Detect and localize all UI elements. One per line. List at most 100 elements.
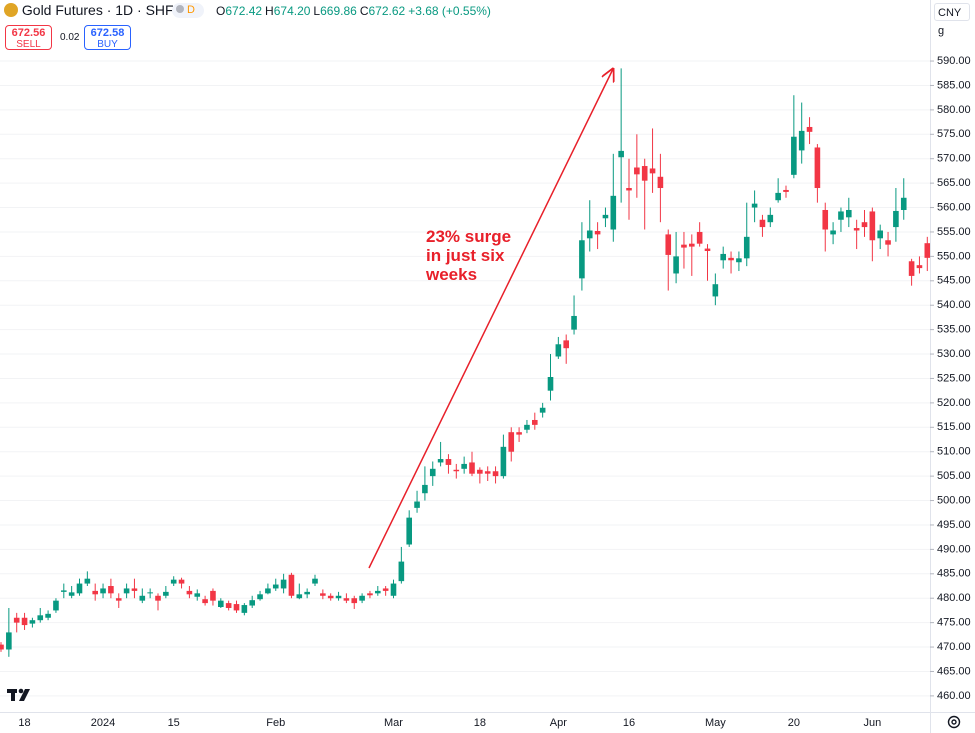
ohlc-value: 672.62 bbox=[368, 4, 406, 18]
candle-body bbox=[13, 617, 20, 623]
sell-label: SELL bbox=[16, 39, 41, 50]
candle-body bbox=[382, 588, 389, 591]
candle-body bbox=[343, 598, 350, 601]
candle-body bbox=[626, 188, 632, 191]
candle-body bbox=[367, 593, 373, 596]
candle-body bbox=[846, 209, 852, 218]
candle-body bbox=[437, 459, 444, 463]
candle-body bbox=[610, 195, 617, 230]
candle-body bbox=[390, 583, 397, 596]
candle-body bbox=[728, 257, 734, 261]
candle-body bbox=[586, 230, 593, 239]
y-tick-label: 525.00 bbox=[937, 372, 971, 384]
candle-body bbox=[830, 230, 836, 235]
candle-body bbox=[696, 231, 703, 244]
y-tick-label: 575.00 bbox=[937, 128, 971, 140]
candle-body bbox=[814, 147, 821, 189]
buy-button[interactable]: 672.58 BUY bbox=[84, 25, 131, 50]
ohlc-label: L bbox=[313, 4, 321, 18]
candle-body bbox=[335, 595, 342, 599]
candle-body bbox=[406, 517, 412, 545]
candle-body bbox=[759, 219, 766, 228]
y-tick-label: 505.00 bbox=[937, 470, 971, 482]
candle-body bbox=[673, 256, 679, 274]
ohlc-value: 672.42 bbox=[225, 4, 263, 18]
symbol-logo bbox=[4, 3, 18, 17]
candle-body bbox=[422, 484, 428, 494]
unit-selector[interactable]: g bbox=[938, 25, 945, 37]
ohlc-row: O672.42 H674.20 L669.86 C672.62 +3.68 (+0.55… bbox=[216, 4, 491, 18]
candle-body bbox=[241, 605, 248, 613]
candle-body bbox=[29, 620, 36, 624]
candle-body bbox=[783, 189, 789, 192]
candle-body bbox=[908, 261, 915, 276]
y-tick-label: 490.00 bbox=[937, 543, 971, 555]
y-tick-label: 550.00 bbox=[937, 250, 971, 262]
candle-body bbox=[634, 167, 640, 175]
candle-body bbox=[500, 446, 507, 477]
badge-text: D bbox=[187, 4, 195, 16]
settings-icon[interactable] bbox=[947, 715, 961, 729]
candle-body bbox=[594, 230, 601, 235]
candle-body bbox=[453, 469, 460, 472]
y-tick-label: 460.00 bbox=[937, 690, 971, 702]
y-tick-label: 555.00 bbox=[937, 226, 971, 238]
candle-body bbox=[791, 136, 797, 175]
candle-body bbox=[893, 210, 899, 228]
x-tick-label: Feb bbox=[266, 717, 285, 729]
x-tick-label: 15 bbox=[168, 717, 180, 729]
candle-body bbox=[131, 588, 138, 591]
symbol-name[interactable]: Gold Futures · 1D · SHFE bbox=[21, 2, 183, 18]
candle-body bbox=[445, 459, 452, 465]
candle-body bbox=[798, 130, 805, 151]
sell-button[interactable]: 672.56 SELL bbox=[5, 25, 52, 50]
candle-body bbox=[547, 376, 554, 391]
y-tick-label: 560.00 bbox=[937, 201, 971, 213]
y-tick-label: 565.00 bbox=[937, 177, 971, 189]
interval-badge[interactable]: D bbox=[172, 3, 204, 18]
y-tick-label: 495.00 bbox=[937, 519, 971, 531]
candle-body bbox=[21, 617, 28, 626]
candle-body bbox=[822, 209, 829, 230]
candle-body bbox=[45, 613, 51, 618]
tradingview-logo bbox=[7, 688, 30, 701]
x-tick-label: Mar bbox=[384, 717, 403, 729]
candle-body bbox=[916, 265, 923, 269]
y-tick-label: 540.00 bbox=[937, 299, 971, 311]
y-tick-label: 585.00 bbox=[937, 79, 971, 91]
candle-body bbox=[414, 501, 420, 508]
ohlc-label: C bbox=[359, 4, 369, 18]
candle-body bbox=[61, 590, 67, 592]
candles bbox=[0, 68, 930, 657]
candle-body bbox=[265, 588, 271, 594]
y-tick-label: 590.00 bbox=[937, 55, 971, 67]
y-tick-label: 530.00 bbox=[937, 348, 971, 360]
candle-body bbox=[178, 579, 185, 584]
candle-body bbox=[398, 561, 405, 582]
candle-body bbox=[838, 211, 844, 220]
candle-body bbox=[924, 243, 930, 258]
candle-body bbox=[139, 595, 146, 601]
y-tick-label: 500.00 bbox=[937, 494, 971, 506]
status-dot bbox=[176, 5, 184, 13]
candle-body bbox=[508, 432, 515, 452]
candle-body bbox=[375, 590, 381, 594]
y-tick-label: 520.00 bbox=[937, 397, 971, 409]
candle-body bbox=[218, 600, 224, 608]
spread: 0.02 bbox=[60, 32, 80, 43]
candle-body bbox=[100, 588, 106, 594]
x-tick-label: 16 bbox=[623, 717, 635, 729]
candle-body bbox=[155, 595, 161, 601]
candle-body bbox=[312, 578, 318, 584]
candle-body bbox=[92, 590, 98, 595]
candle-body bbox=[351, 598, 358, 604]
sell-price: 672.56 bbox=[11, 27, 46, 39]
currency-selector[interactable]: CNY bbox=[934, 3, 970, 21]
candle-body bbox=[233, 604, 240, 611]
candle-body bbox=[194, 593, 201, 597]
candle-body bbox=[885, 240, 891, 245]
candle-body bbox=[743, 236, 750, 259]
candle-body bbox=[720, 253, 726, 261]
candle-body bbox=[681, 244, 687, 248]
